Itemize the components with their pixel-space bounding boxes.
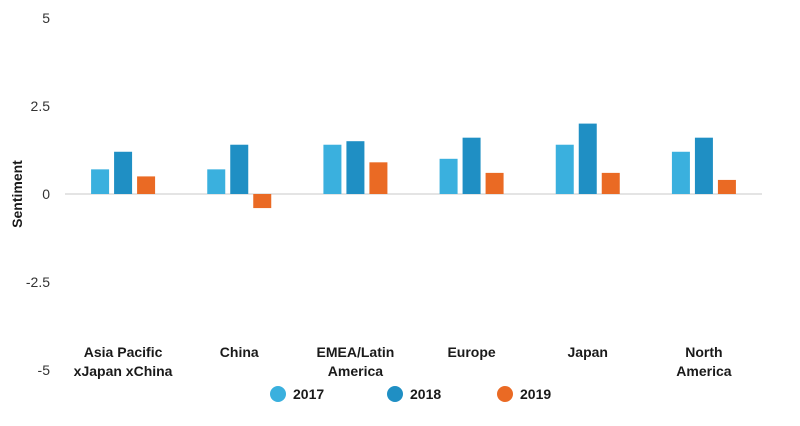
- bar-2019-5: [718, 180, 736, 194]
- legend-label: 2017: [293, 386, 324, 402]
- category-label-line: North: [685, 344, 722, 360]
- bar-2018-3: [463, 138, 481, 194]
- bar-2019-2: [369, 162, 387, 194]
- category-label-line: America: [676, 363, 731, 379]
- y-tick-labels: 5 2.5 0 -2.5 -5: [26, 10, 50, 378]
- legend-label: 2019: [520, 386, 551, 402]
- bar-2017-1: [207, 169, 225, 194]
- category-label-line: xJapan xChina: [74, 363, 173, 379]
- bar-2019-1: [253, 194, 271, 208]
- category-label: Japan: [568, 344, 608, 360]
- y-tick-label: 2.5: [31, 98, 51, 114]
- category-label-line: Asia Pacific: [84, 344, 163, 360]
- category-label-line: China: [220, 344, 259, 360]
- bars: [91, 124, 736, 208]
- bar-2017-4: [556, 145, 574, 194]
- category-label: Europe: [447, 344, 495, 360]
- category-label: EMEA/Latin America: [317, 344, 395, 379]
- y-tick-label: -2.5: [26, 274, 50, 290]
- bar-2019-0: [137, 176, 155, 194]
- bar-2019-4: [602, 173, 620, 194]
- bar-2018-5: [695, 138, 713, 194]
- category-label: Asia Pacific xJapan xChina: [74, 344, 173, 379]
- bar-2018-4: [579, 124, 597, 194]
- bar-chart: Sentiment 5 2.5 0 -2.5 -5 Asia Pacific xJapan…: [0, 0, 800, 421]
- y-tick-label: 0: [42, 186, 50, 202]
- bar-2017-0: [91, 169, 109, 194]
- y-tick-label: -5: [38, 362, 51, 378]
- legend-marker-2019: [497, 386, 513, 402]
- legend: 2017 2018 2019: [270, 386, 551, 402]
- category-label-line: America: [328, 363, 383, 379]
- legend-label: 2018: [410, 386, 441, 402]
- bar-2017-3: [440, 159, 458, 194]
- legend-marker-2017: [270, 386, 286, 402]
- category-label-line: EMEA/Latin: [317, 344, 395, 360]
- category-label-line: Europe: [447, 344, 495, 360]
- bar-2019-3: [486, 173, 504, 194]
- legend-marker-2018: [387, 386, 403, 402]
- bar-2017-5: [672, 152, 690, 194]
- bar-2018-2: [346, 141, 364, 194]
- bar-2017-2: [323, 145, 341, 194]
- y-axis-title: Sentiment: [9, 160, 25, 228]
- category-label: China: [220, 344, 259, 360]
- bar-2018-0: [114, 152, 132, 194]
- category-labels: Asia Pacific xJapan xChina China EMEA/Latin…: [74, 344, 732, 379]
- category-label-line: Japan: [568, 344, 608, 360]
- y-tick-label: 5: [42, 10, 50, 26]
- bar-2018-1: [230, 145, 248, 194]
- category-label: North America: [676, 344, 731, 379]
- y-axis-label: Sentiment: [9, 160, 25, 228]
- chart-container: Sentiment 5 2.5 0 -2.5 -5 Asia Pacific xJapan…: [0, 0, 800, 421]
